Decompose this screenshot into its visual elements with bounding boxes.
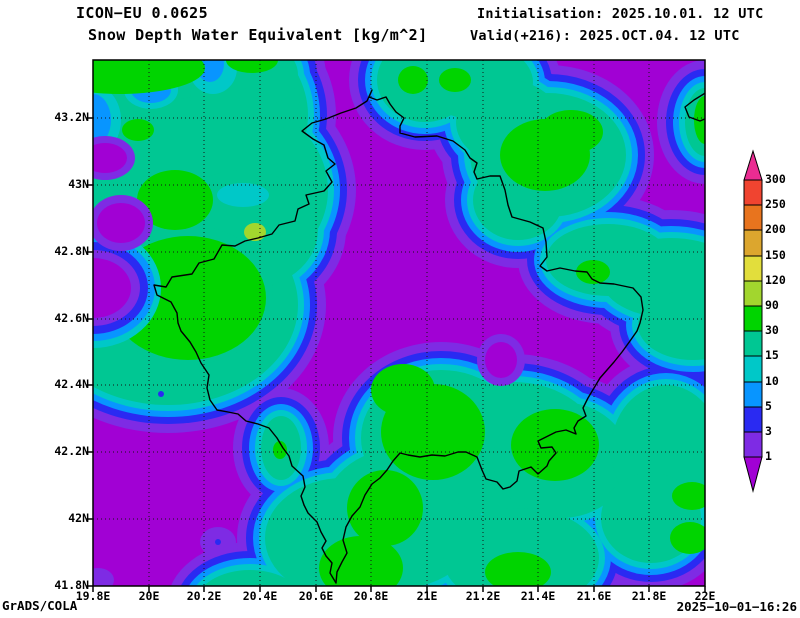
init-time-label: Initialisation: 2025.10.01. 12 UTC [477, 6, 764, 22]
colorbar-label: 250 [765, 197, 786, 211]
lon-tick-label: 19.8E [75, 589, 111, 603]
lon-tick-label: 20E [138, 589, 160, 603]
lat-tick-label: 42.2N [54, 444, 89, 458]
colorbar-segment [743, 355, 763, 383]
axis-ticks [86, 117, 706, 592]
colorbar-segment [743, 330, 763, 357]
colorbar-segment [743, 431, 763, 458]
lat-tick-label: 41.8N [54, 578, 89, 592]
colorbar-label: 90 [765, 298, 779, 312]
lon-tick-label: 21.2E [465, 589, 501, 603]
colorbar-segment [743, 381, 763, 408]
colorbar-label: 10 [765, 374, 779, 388]
colorbar-label: 15 [765, 348, 779, 362]
variable-title: Snow Depth Water Equivalent [kg/m^2] [88, 26, 428, 44]
lat-tick-label: 43N [68, 177, 89, 191]
colorbar-label: 30 [765, 323, 779, 337]
colorbar-triangle-top [743, 149, 763, 181]
colorbar-label: 120 [765, 273, 786, 287]
colorbar-segment [743, 229, 763, 257]
lat-tick-label: 42.8N [54, 244, 89, 258]
lon-tick-label: 22E [694, 589, 716, 603]
colorbar [743, 149, 763, 493]
lon-tick-label: 20.2E [186, 589, 222, 603]
colorbar-label: 3 [765, 424, 772, 438]
valid-time-label: Valid(+216): 2025.OCT.04. 12 UTC [470, 28, 740, 44]
lon-tick-label: 21.8E [631, 589, 667, 603]
colorbar-label: 150 [765, 248, 786, 262]
colorbar-segment [743, 204, 763, 231]
country-border [153, 89, 644, 584]
model-label: ICON−EU 0.0625 [76, 4, 209, 22]
colorbar-segment [743, 280, 763, 307]
lat-tick-label: 43.2N [54, 110, 89, 124]
grads-credit: GrADS/COLA [2, 598, 78, 613]
lat-tick-label: 42.6N [54, 311, 89, 325]
colorbar-segment [743, 406, 763, 433]
colorbar-label: 1 [765, 449, 772, 463]
creation-timestamp: 2025−10−01−16:26 [676, 599, 797, 614]
colorbar-label: 5 [765, 399, 772, 413]
colorbar-segment [743, 255, 763, 282]
lon-tick-label: 21.6E [576, 589, 612, 603]
lon-tick-label: 20.8E [353, 589, 389, 603]
colorbar-label: 300 [765, 172, 786, 186]
colorbar-segment [743, 179, 763, 206]
border-fragment-ne [684, 92, 705, 122]
lon-tick-label: 20.4E [242, 589, 278, 603]
lon-tick-label: 20.6E [298, 589, 334, 603]
colorbar-triangle-bottom [743, 456, 763, 493]
plot-frame [92, 59, 706, 587]
colorbar-segment [743, 305, 763, 332]
lon-tick-label: 21.4E [520, 589, 556, 603]
snow-field-shading [93, 60, 705, 586]
lat-tick-label: 42.4N [54, 377, 89, 391]
colorbar-label: 200 [765, 222, 786, 236]
lon-tick-label: 21E [416, 589, 438, 603]
lat-tick-label: 42N [68, 511, 89, 525]
